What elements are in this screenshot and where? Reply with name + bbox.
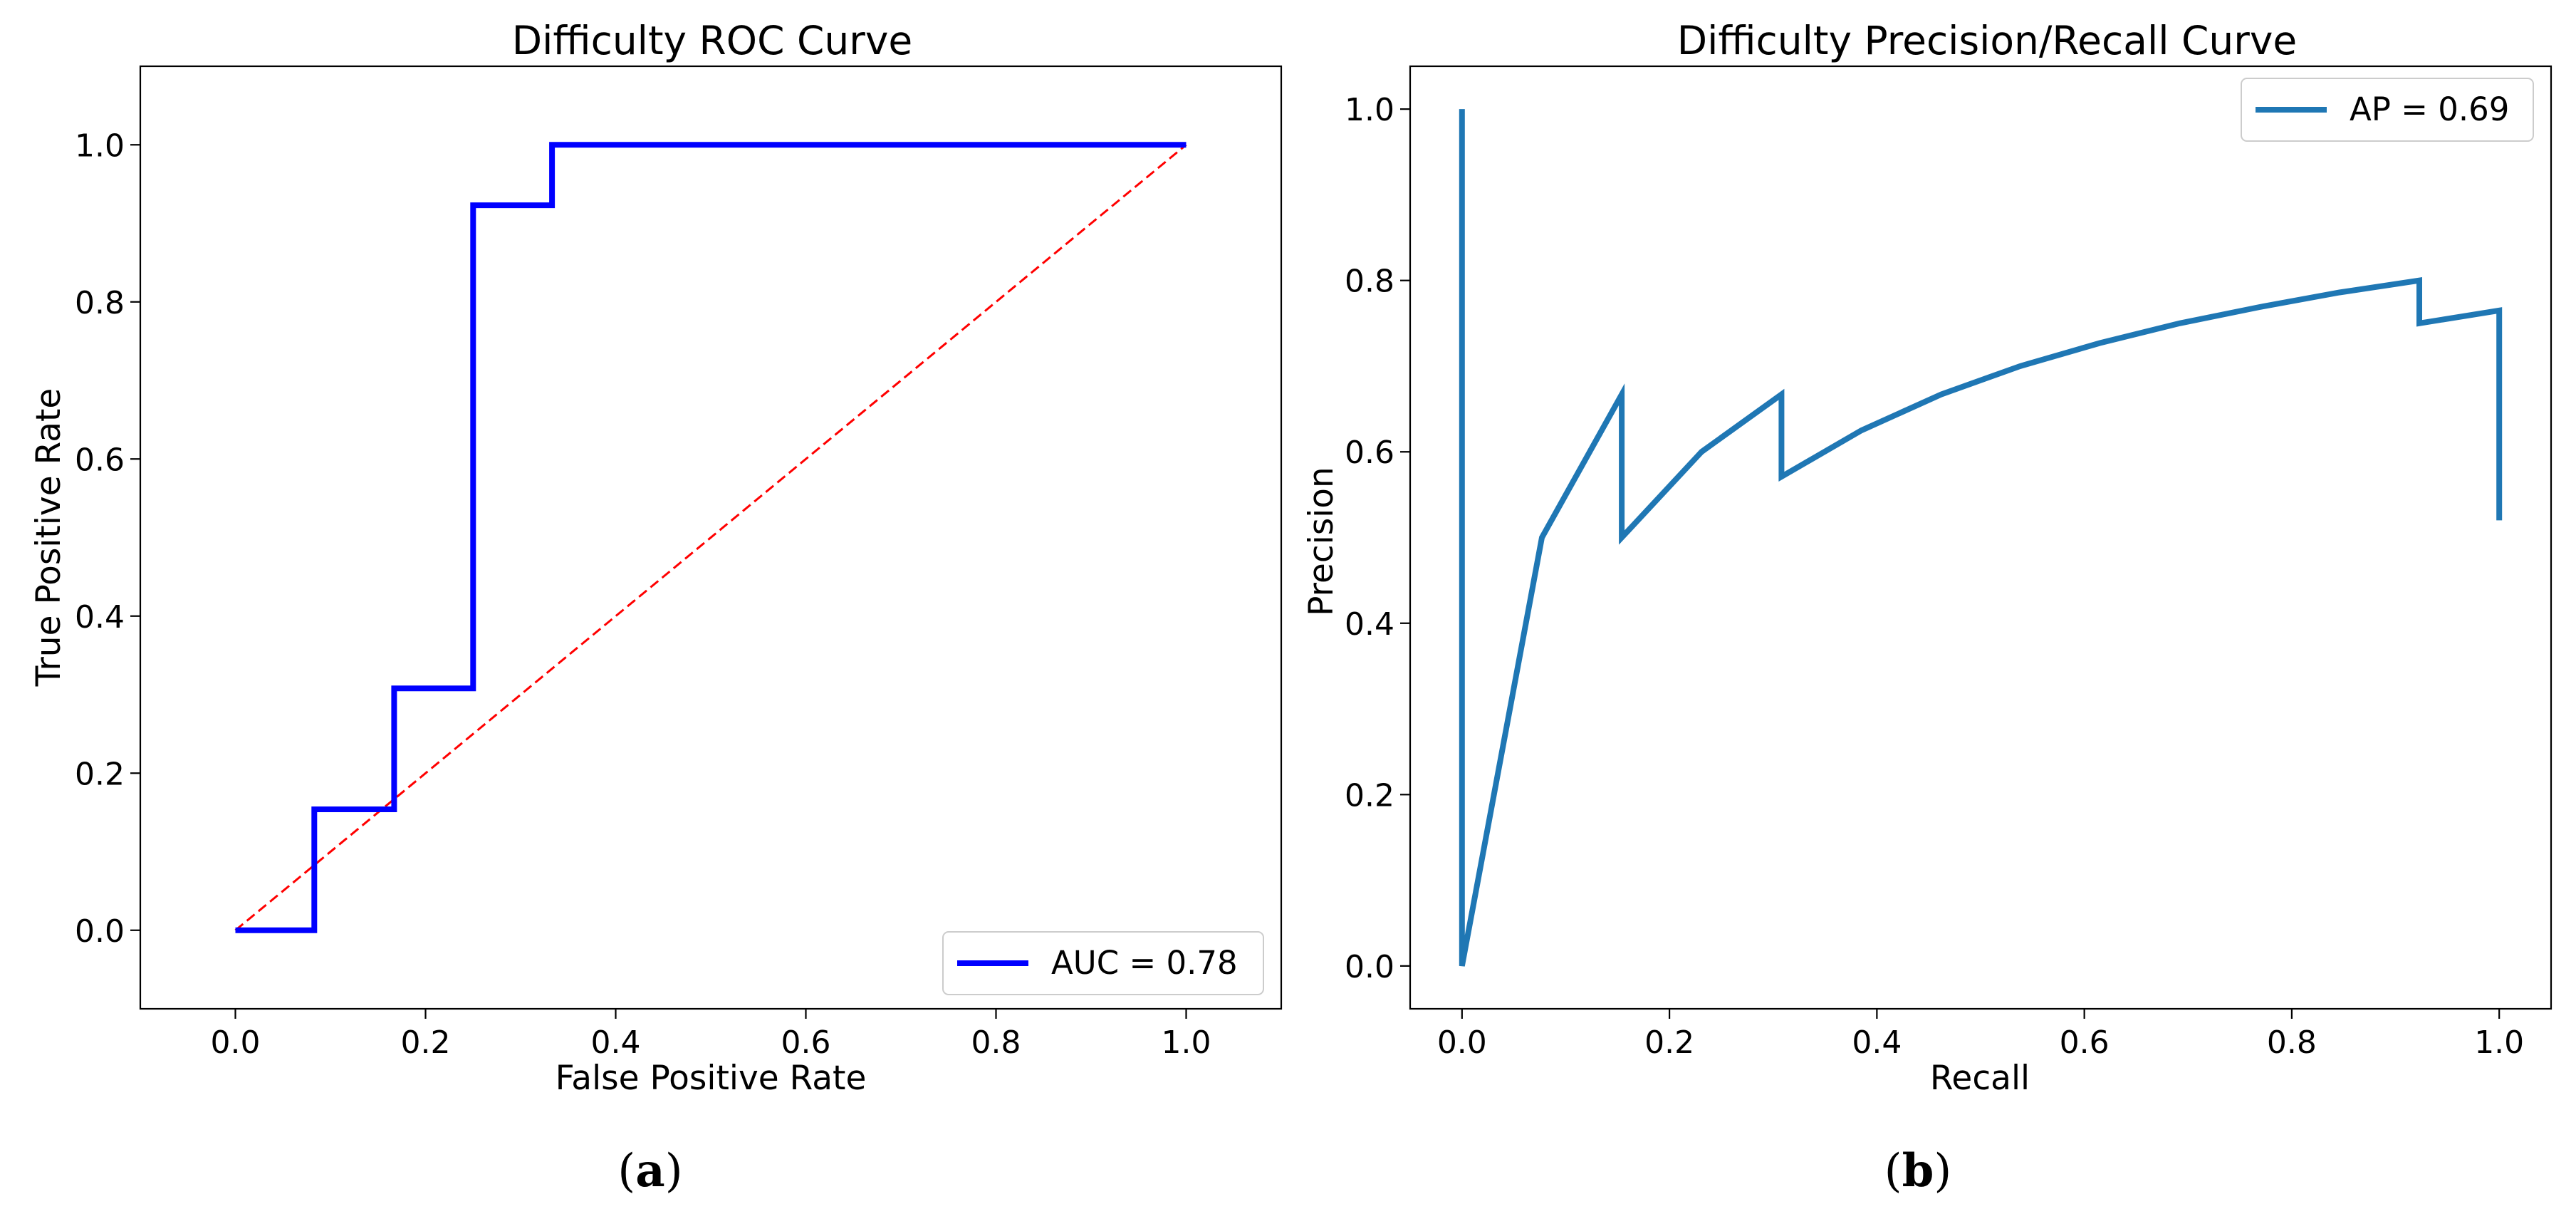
roc-x-tick-label: 0.2 xyxy=(401,1024,451,1061)
roc-y-tick-label: 0.8 xyxy=(75,285,125,321)
pr-y-tick-label: 0.6 xyxy=(1345,435,1394,471)
roc-x-tick-label: 0.0 xyxy=(211,1024,261,1061)
pr-y-tick-label: 0.2 xyxy=(1345,777,1394,814)
roc-x-axis-label: False Positive Rate xyxy=(556,1059,867,1098)
pr-y-tick-label: 0.4 xyxy=(1345,606,1394,643)
pr-y-tick-label: 0.8 xyxy=(1345,264,1394,300)
pr-title: Difficulty Precision/Recall Curve xyxy=(1677,18,2298,63)
roc-plot-area xyxy=(139,65,1283,1010)
pr-y-tick-label: 1.0 xyxy=(1345,92,1394,128)
roc-axes: 0.0 0.2 0.4 0.6 0.8 1.0 0.0 0.2 0.4 0.6 0.8 1.0 xyxy=(75,128,1211,1061)
roc-y-tick-label: 0.2 xyxy=(75,756,125,792)
roc-series-chance-line xyxy=(234,144,1187,931)
pr-x-tick-label: 0.4 xyxy=(1852,1024,1902,1061)
pr-x-tick-label: 1.0 xyxy=(2474,1024,2524,1061)
pr-series-layer xyxy=(1459,109,2503,967)
roc-x-tick-label: 0.4 xyxy=(591,1024,641,1061)
pr-x-tick-label: 0.2 xyxy=(1644,1024,1694,1061)
roc-caption: (a) xyxy=(617,1144,682,1198)
roc-legend: AUC = 0.78 xyxy=(942,931,1264,995)
pr-legend-box xyxy=(2241,78,2534,142)
roc-y-tick-label: 0.6 xyxy=(75,442,125,478)
roc-x-tick-label: 0.8 xyxy=(971,1024,1021,1061)
roc-chart: Difficulty ROC Curve 0.0 0.2 0.4 0.6 0.8 1.00… xyxy=(29,18,1283,1198)
roc-series-layer xyxy=(234,142,1187,933)
roc-x-tick-label: 0.6 xyxy=(781,1024,831,1061)
pr-legend-label: AP = 0.69 xyxy=(2350,90,2509,128)
roc-y-tick-label: 1.0 xyxy=(75,128,125,164)
roc-x-tick-label: 1.0 xyxy=(1162,1024,1211,1061)
pr-x-axis-label: Recall xyxy=(1930,1059,2030,1098)
pr-y-tick-label: 0.0 xyxy=(1345,949,1394,985)
roc-y-tick-label: 0.4 xyxy=(75,599,125,635)
pr-legend: AP = 0.69 xyxy=(2241,78,2534,142)
pr-series-curve xyxy=(1459,109,2503,967)
roc-series-curve xyxy=(235,142,1187,933)
roc-y-axis-label: True Positive Rate xyxy=(29,388,68,687)
pr-plot-area xyxy=(1409,65,2552,1010)
roc-title: Difficulty ROC Curve xyxy=(512,18,912,63)
pr-y-axis-label: Precision xyxy=(1302,467,1341,616)
roc-legend-label: AUC = 0.78 xyxy=(1051,944,1238,982)
pr-caption: (b) xyxy=(1884,1144,1952,1198)
roc-legend-box xyxy=(942,931,1264,995)
pr-x-tick-label: 0.6 xyxy=(2060,1024,2110,1061)
pr-chart: Difficulty Precision/Recall Curve 0.0 0.2… xyxy=(1302,18,2552,1198)
pr-x-tick-label: 0.8 xyxy=(2267,1024,2317,1061)
pr-axes: 0.0 0.2 0.4 0.6 0.8 1.0 0.0 0.2 0.4 0.6 0.8 1.0 xyxy=(1345,92,2524,1061)
roc-y-tick-label: 0.0 xyxy=(75,913,125,950)
pr-x-tick-label: 0.0 xyxy=(1437,1024,1487,1061)
